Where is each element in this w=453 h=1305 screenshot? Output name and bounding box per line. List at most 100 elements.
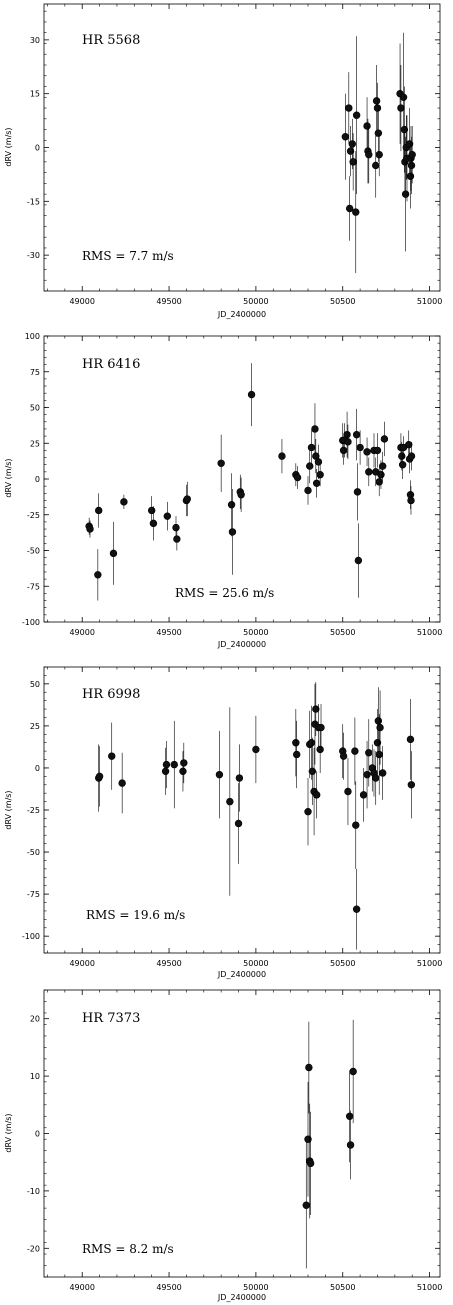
data-point: [311, 425, 319, 433]
data-point: [227, 501, 236, 509]
data-point: [354, 556, 363, 565]
panel-hr-6998: HR 6998 RMS = 19.6 m/s JD_2400000 dRV (m…: [4, 666, 442, 979]
data-point: [352, 905, 361, 913]
x-tick-label: 51000: [417, 959, 442, 968]
data-point: [226, 797, 234, 806]
data-point: [375, 478, 383, 486]
data-point: [312, 705, 320, 713]
data-point: [407, 496, 415, 505]
data-point: [173, 535, 181, 543]
data-point: [183, 495, 191, 503]
y-axis-title: dRV (m/s): [4, 790, 13, 829]
data-point: [308, 767, 317, 776]
data-point: [406, 735, 415, 744]
x-tick-label: 50000: [243, 297, 268, 306]
data-point: [352, 430, 361, 439]
data-point: [407, 781, 416, 789]
x-tick-label: 51000: [417, 1283, 442, 1292]
data-point: [359, 791, 368, 799]
x-tick-label: 50500: [330, 1283, 355, 1292]
x-tick-label: 50000: [243, 1283, 268, 1292]
data-point: [352, 111, 361, 119]
rms-annotation: RMS = 25.6 m/s: [175, 586, 274, 600]
data-point: [398, 452, 406, 460]
data-point: [408, 150, 416, 159]
data-point: [352, 208, 360, 216]
x-tick-label: 50000: [243, 959, 268, 968]
data-point: [95, 506, 103, 515]
data-point: [341, 133, 350, 141]
x-axis-title: JD_2400000: [217, 970, 266, 979]
y-tick-label: 50: [30, 404, 40, 413]
data-point: [317, 723, 325, 732]
data-point: [346, 1141, 355, 1149]
data-point: [305, 1063, 313, 1072]
star-name: HR 6998: [82, 687, 140, 702]
y-tick-label: 0: [35, 144, 40, 153]
x-tick-label: 49500: [156, 297, 181, 306]
y-tick-label: 50: [30, 680, 40, 689]
data-point: [237, 491, 245, 499]
y-tick-label: 10: [30, 1072, 40, 1081]
y-tick-label: 25: [30, 439, 40, 448]
data-point: [234, 819, 243, 828]
data-point: [401, 190, 410, 198]
data-point: [95, 772, 104, 781]
data-point: [339, 752, 348, 760]
data-point: [405, 440, 413, 449]
rms-annotation: RMS = 8.2 m/s: [82, 1242, 174, 1256]
data-point: [378, 769, 387, 777]
data-point: [378, 462, 387, 470]
y-tick-label: -20: [27, 1244, 40, 1253]
data-point: [363, 770, 371, 779]
data-point: [348, 140, 356, 148]
data-point: [179, 767, 187, 776]
y-tick-label: -30: [27, 251, 40, 260]
rms-annotation: RMS = 19.6 m/s: [86, 908, 185, 922]
data-point: [278, 452, 286, 460]
x-tick-label: 49000: [69, 297, 94, 306]
data-point: [353, 488, 362, 496]
data-point: [344, 787, 352, 796]
data-point: [365, 468, 373, 476]
data-point: [377, 471, 385, 479]
y-tick-label: -25: [27, 511, 40, 520]
data-point: [162, 760, 171, 769]
y-tick-label: 25: [30, 722, 40, 731]
data-point: [109, 549, 118, 558]
x-tick-label: 50000: [243, 628, 268, 637]
data-point: [373, 446, 382, 455]
data-marks: 49000 49500 50000 50500 51000 -30 -15 0 15 30: [27, 4, 442, 306]
data-point: [302, 1201, 310, 1209]
y-tick-label: -50: [27, 848, 40, 857]
y-tick-label: -10: [27, 1187, 40, 1196]
star-name: HR 5568: [82, 33, 140, 48]
x-tick-label: 49500: [156, 959, 181, 968]
y-tick-label: -25: [27, 806, 40, 815]
data-point: [304, 486, 312, 495]
data-point: [376, 723, 384, 732]
rms-annotation: RMS = 7.7 m/s: [82, 249, 174, 263]
data-point: [170, 760, 178, 769]
panel-hr-7373: HR 7373 RMS = 8.2 m/s JD_2400000 dRV (m/…: [4, 989, 442, 1302]
data-point: [372, 774, 380, 782]
data-point: [399, 93, 408, 101]
data-point: [365, 749, 373, 757]
data-point: [172, 523, 180, 532]
data-point: [345, 1112, 354, 1120]
data-point: [375, 750, 383, 759]
data-point: [339, 446, 348, 455]
x-tick-label: 49000: [69, 628, 94, 637]
data-point: [306, 462, 314, 470]
data-point: [343, 430, 351, 439]
data-point: [356, 443, 364, 452]
panel-hr-5568: HR 5568 RMS = 7.7 m/s JD_2400000 dRV (m/…: [4, 3, 442, 319]
data-point: [215, 770, 224, 779]
data-point: [372, 97, 381, 105]
data-point: [316, 745, 324, 754]
data-point: [352, 821, 360, 829]
x-axis-title: JD_2400000: [217, 310, 266, 319]
y-axis-title: dRV (m/s): [4, 458, 13, 497]
data-point: [94, 571, 102, 579]
